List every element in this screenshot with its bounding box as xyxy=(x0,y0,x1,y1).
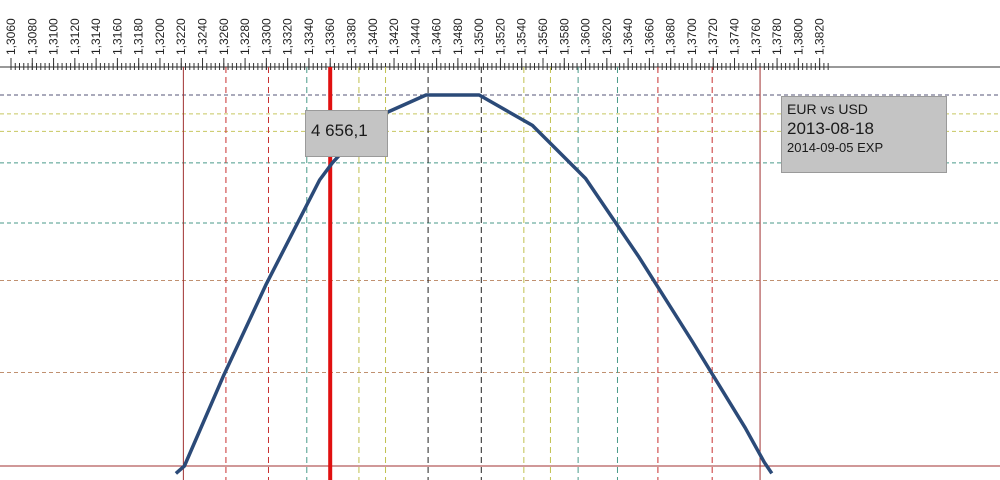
current-value-box: 4 656,1 xyxy=(305,110,388,157)
x-axis: 1,3060 1,3080 1,3100 1,3120 1,3140 1,3160 1,31… xyxy=(0,18,1000,70)
x-tick-label: 1,3480 xyxy=(451,18,465,55)
x-tick-label: 1,3800 xyxy=(791,18,805,55)
x-tick-label: 1,3300 xyxy=(259,18,273,55)
payoff-line xyxy=(174,93,774,475)
x-tick-label: 1,3140 xyxy=(89,18,103,55)
x-tick-label: 1,3700 xyxy=(685,18,699,55)
series-curve xyxy=(174,93,774,475)
info-panel: EUR vs USD 2013-08-18 2014-09-05 EXP xyxy=(781,96,947,173)
x-tick-label: 1,3720 xyxy=(706,18,720,55)
x-tick-label: 1,3640 xyxy=(621,18,635,55)
x-tick-label: 1,3660 xyxy=(642,18,656,55)
x-tick-label: 1,3600 xyxy=(579,18,593,55)
x-tick-label: 1,3260 xyxy=(217,18,231,55)
x-tick-label: 1,3280 xyxy=(238,18,252,55)
x-tick-label: 1,3780 xyxy=(770,18,784,55)
x-tick-label: 1,3460 xyxy=(430,18,444,55)
x-tick-label: 1,3540 xyxy=(515,18,529,55)
x-tick-label: 1,3100 xyxy=(47,18,61,55)
x-tick-label: 1,3820 xyxy=(813,18,827,55)
expiry-label: 2014-09-05 EXP xyxy=(787,140,884,155)
x-tick-label: 1,3320 xyxy=(281,18,295,55)
x-tick-label: 1,3440 xyxy=(408,18,422,55)
x-tick-label: 1,3240 xyxy=(196,18,210,55)
x-tick-label: 1,3520 xyxy=(493,18,507,55)
x-tick-label: 1,3740 xyxy=(728,18,742,55)
x-tick-label: 1,3680 xyxy=(664,18,678,55)
x-tick-label: 1,3380 xyxy=(344,18,358,55)
x-tick-label: 1,3340 xyxy=(302,18,316,55)
current-value-label: 4 656,1 xyxy=(311,121,368,140)
x-tick-label: 1,3500 xyxy=(472,18,486,55)
x-tick-label: 1,3120 xyxy=(68,18,82,55)
x-tick-label: 1,3180 xyxy=(132,18,146,55)
x-tick-label: 1,3580 xyxy=(557,18,571,55)
x-tick-label: 1,3360 xyxy=(323,18,337,55)
x-tick-label: 1,3400 xyxy=(366,18,380,55)
x-tick-label: 1,3560 xyxy=(536,18,550,55)
date-label: 2013-08-18 xyxy=(787,119,874,138)
pair-label: EUR vs USD xyxy=(787,101,868,117)
x-tick-label: 1,3160 xyxy=(110,18,124,55)
x-tick-label: 1,3080 xyxy=(25,18,39,55)
x-tick-label: 1,3620 xyxy=(600,18,614,55)
x-tick-label: 1,3220 xyxy=(174,18,188,55)
x-tick-label: 1,3060 xyxy=(4,18,18,55)
x-tick-label: 1,3420 xyxy=(387,18,401,55)
x-tick-label: 1,3760 xyxy=(749,18,763,55)
x-tick-label: 1,3200 xyxy=(153,18,167,55)
